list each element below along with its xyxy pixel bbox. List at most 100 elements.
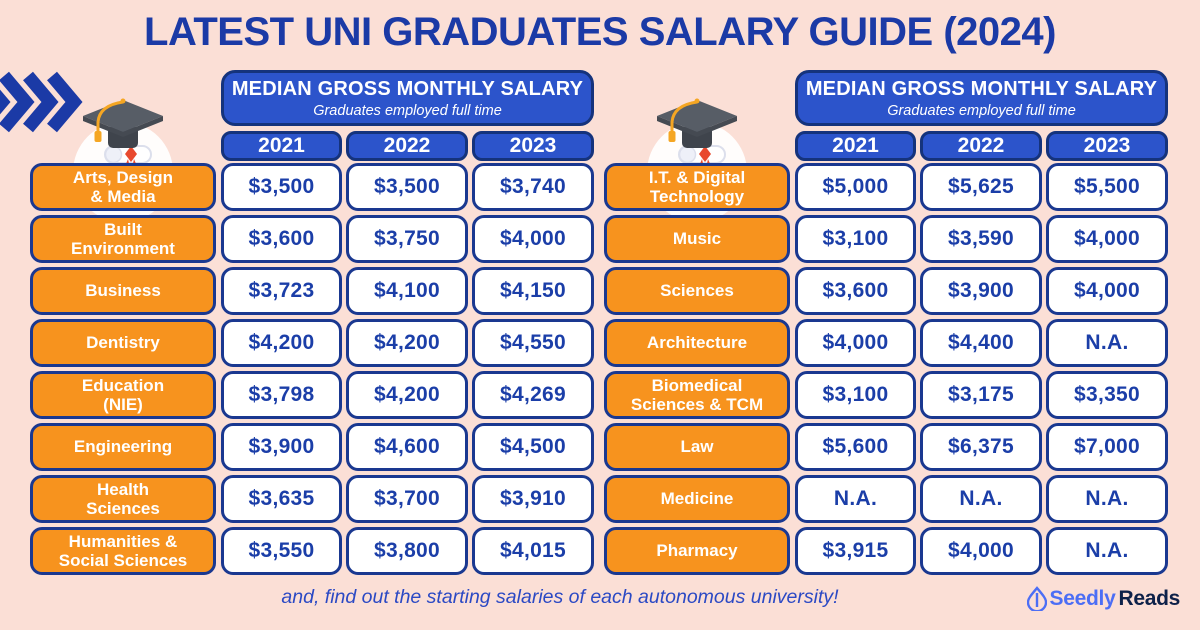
salary-value-cell: $4,000 <box>795 319 916 367</box>
category-label: Biomedical Sciences & TCM <box>604 371 790 419</box>
category-label: I.T. & Digital Technology <box>604 163 790 211</box>
year-header-2021: 2021 <box>221 131 342 161</box>
category-label: Education (NIE) <box>30 371 216 419</box>
table-row: Engineering $3,900 $4,600 $4,500 <box>30 423 594 471</box>
salary-value-cell: N.A. <box>1046 319 1168 367</box>
salary-value-cell: N.A. <box>1046 527 1168 575</box>
category-label: Humanities & Social Sciences <box>30 527 216 575</box>
salary-header-title: MEDIAN GROSS MONTHLY SALARY <box>805 78 1158 100</box>
salary-value-cell: $3,500 <box>346 163 468 211</box>
salary-value-cell: $5,625 <box>920 163 1042 211</box>
salary-value-cell: N.A. <box>795 475 916 523</box>
chevron-right-icons <box>0 71 83 133</box>
salary-value-cell: $4,200 <box>221 319 342 367</box>
category-label: Medicine <box>604 475 790 523</box>
year-header-2021: 2021 <box>795 131 916 161</box>
salary-value-cell: $3,590 <box>920 215 1042 263</box>
salary-header-title: MEDIAN GROSS MONTHLY SALARY <box>231 78 584 100</box>
year-header-row: 2021 2022 2023 <box>221 131 594 161</box>
category-label: Dentistry <box>30 319 216 367</box>
salary-value-cell: $5,000 <box>795 163 916 211</box>
salary-table-left: MEDIAN GROSS MONTHLY SALARY Graduates em… <box>30 70 594 630</box>
salary-value-cell: N.A. <box>1046 475 1168 523</box>
salary-value-cell: $3,740 <box>472 163 594 211</box>
salary-value-cell: $3,900 <box>221 423 342 471</box>
salary-value-cell: $5,600 <box>795 423 916 471</box>
salary-value-cell: $5,500 <box>1046 163 1168 211</box>
category-label: Engineering <box>30 423 216 471</box>
salary-header: MEDIAN GROSS MONTHLY SALARY Graduates em… <box>221 70 594 126</box>
salary-value-cell: $7,000 <box>1046 423 1168 471</box>
table-row: Architecture $4,000 $4,400 N.A. <box>604 319 1168 367</box>
table-row: Built Environment $3,600 $3,750 $4,000 <box>30 215 594 263</box>
seedly-leaf-icon <box>1026 586 1047 611</box>
salary-value-cell: $4,400 <box>920 319 1042 367</box>
category-label: Built Environment <box>30 215 216 263</box>
table-row: Arts, Design & Media $3,500 $3,500 $3,740 <box>30 163 594 211</box>
table-row: Dentistry $4,200 $4,200 $4,550 <box>30 319 594 367</box>
year-header-2023: 2023 <box>472 131 594 161</box>
salary-value-cell: $4,000 <box>1046 215 1168 263</box>
salary-value-cell: $4,550 <box>472 319 594 367</box>
salary-value-cell: $4,500 <box>472 423 594 471</box>
footer-note: and, find out the starting salaries of e… <box>281 586 839 608</box>
year-header-2022: 2022 <box>346 131 468 161</box>
table-row: Pharmacy $3,915 $4,000 N.A. <box>604 527 1168 575</box>
year-header-row: 2021 2022 2023 <box>795 131 1168 161</box>
table-row: Business $3,723 $4,100 $4,150 <box>30 267 594 315</box>
salary-value-cell: $4,000 <box>920 527 1042 575</box>
category-label: Pharmacy <box>604 527 790 575</box>
table-row: Biomedical Sciences & TCM $3,100 $3,175 $3,… <box>604 371 1168 419</box>
salary-value-cell: $3,550 <box>221 527 342 575</box>
brand-name-reads: Reads <box>1118 586 1180 610</box>
salary-value-cell: $3,100 <box>795 371 916 419</box>
graduation-cap-icon <box>83 98 163 171</box>
salary-value-cell: $3,723 <box>221 267 342 315</box>
salary-value-cell: $4,000 <box>472 215 594 263</box>
salary-value-cell: $4,100 <box>346 267 468 315</box>
table-rows: Arts, Design & Media $3,500 $3,500 $3,740 Bu… <box>30 163 594 575</box>
salary-value-cell: $3,500 <box>221 163 342 211</box>
salary-value-cell: $3,800 <box>346 527 468 575</box>
salary-value-cell: $3,350 <box>1046 371 1168 419</box>
salary-value-cell: $4,150 <box>472 267 594 315</box>
salary-value-cell: $3,700 <box>346 475 468 523</box>
salary-value-cell: $3,600 <box>795 267 916 315</box>
salary-value-cell: $3,100 <box>795 215 916 263</box>
year-header-2023: 2023 <box>1046 131 1168 161</box>
category-label: Architecture <box>604 319 790 367</box>
table-row: Sciences $3,600 $3,900 $4,000 <box>604 267 1168 315</box>
salary-value-cell: $3,915 <box>795 527 916 575</box>
salary-value-cell: $4,015 <box>472 527 594 575</box>
brand-name-seedly: Seedly <box>1049 586 1116 610</box>
page-title: LATEST UNI GRADUATES SALARY GUIDE (2024) <box>144 10 1056 54</box>
salary-value-cell: $4,200 <box>346 371 468 419</box>
salary-header-subtitle: Graduates employed full time <box>313 103 502 119</box>
salary-value-cell: $3,600 <box>221 215 342 263</box>
salary-header: MEDIAN GROSS MONTHLY SALARY Graduates em… <box>795 70 1168 126</box>
salary-value-cell: $3,910 <box>472 475 594 523</box>
salary-value-cell: $3,798 <box>221 371 342 419</box>
seedlyreads-logo: Seedly Reads <box>1026 586 1180 611</box>
salary-value-cell: N.A. <box>920 475 1042 523</box>
category-label: Sciences <box>604 267 790 315</box>
category-label: Law <box>604 423 790 471</box>
table-row: I.T. & Digital Technology $5,000 $5,625 $5,… <box>604 163 1168 211</box>
category-label: Music <box>604 215 790 263</box>
table-rows: I.T. & Digital Technology $5,000 $5,625 $5,… <box>604 163 1168 575</box>
salary-value-cell: $6,375 <box>920 423 1042 471</box>
table-row: Health Sciences $3,635 $3,700 $3,910 <box>30 475 594 523</box>
salary-value-cell: $4,269 <box>472 371 594 419</box>
salary-value-cell: $4,000 <box>1046 267 1168 315</box>
category-label: Health Sciences <box>30 475 216 523</box>
category-label: Arts, Design & Media <box>30 163 216 211</box>
table-row: Education (NIE) $3,798 $4,200 $4,269 <box>30 371 594 419</box>
table-row: Music $3,100 $3,590 $4,000 <box>604 215 1168 263</box>
salary-header-subtitle: Graduates employed full time <box>887 103 1076 119</box>
salary-table-right: MEDIAN GROSS MONTHLY SALARY Graduates em… <box>604 70 1168 630</box>
table-row: Medicine N.A. N.A. N.A. <box>604 475 1168 523</box>
salary-value-cell: $4,200 <box>346 319 468 367</box>
table-row: Law $5,600 $6,375 $7,000 <box>604 423 1168 471</box>
salary-value-cell: $3,635 <box>221 475 342 523</box>
